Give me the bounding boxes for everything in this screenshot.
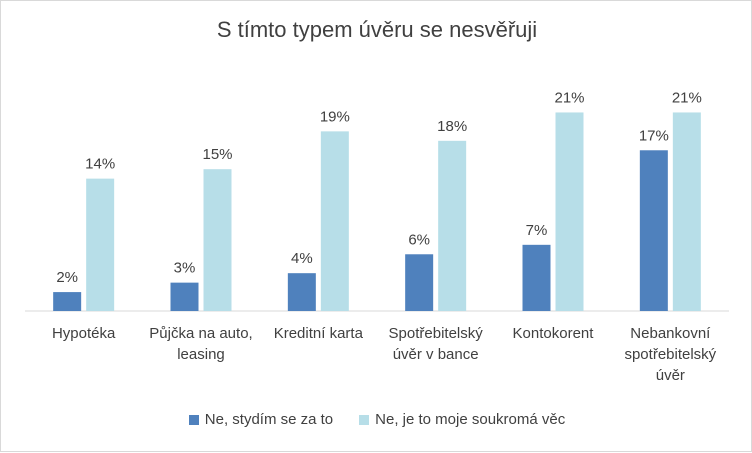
legend: Ne, stydím se za to Ne, je to moje soukr… <box>1 411 752 428</box>
data-label-series-1-cat-6: 17% <box>639 127 669 144</box>
bar-series-1-cat-6 <box>639 150 668 311</box>
bar-series-1-cat-2 <box>170 282 199 311</box>
data-label-series-1-cat-3: 4% <box>291 250 313 267</box>
legend-item-series-2: Ne, je to moje soukromá věc <box>359 411 565 428</box>
data-label-series-2-cat-3: 19% <box>320 108 350 125</box>
legend-label-series-2: Ne, je to moje soukromá věc <box>375 411 566 428</box>
chart-title: S tímto typem úvěru se nesvěřuji <box>216 17 538 42</box>
bar-series-2-cat-4 <box>438 140 467 311</box>
bar-series-2-cat-2 <box>203 169 232 311</box>
bar-series-1-cat-4 <box>405 254 434 311</box>
data-label-series-2-cat-5: 21% <box>554 89 584 106</box>
category-label-4: Spotřebitelský úvěr v bance <box>388 325 483 363</box>
category-label-5: Kontokorent <box>512 325 594 342</box>
bar-series-1-cat-3 <box>287 273 316 311</box>
bar-series-2-cat-6 <box>672 112 701 311</box>
category-label-3: Kreditní karta <box>273 325 363 342</box>
category-label-2: Půjčka na auto, leasing <box>149 325 253 363</box>
legend-item-series-1: Ne, stydím se za to <box>188 411 334 428</box>
category-label-1: Hypotéka <box>51 325 116 342</box>
bar-series-2-cat-3 <box>320 131 349 311</box>
data-label-series-2-cat-1: 14% <box>85 156 115 173</box>
data-label-series-1-cat-4: 6% <box>408 231 430 248</box>
bar-series-1-cat-1 <box>53 292 82 311</box>
legend-label-series-1: Ne, stydím se za to <box>204 411 334 428</box>
bar-series-2-cat-1 <box>86 178 115 311</box>
data-label-series-1-cat-2: 3% <box>174 260 196 277</box>
data-label-series-2-cat-6: 21% <box>672 89 702 106</box>
data-label-series-1-cat-5: 7% <box>526 222 548 239</box>
data-label-series-2-cat-4: 18% <box>437 118 467 135</box>
bar-series-2-cat-5 <box>555 112 584 311</box>
category-label-6: Nebankovní spotřebitelský úvěr <box>624 325 717 384</box>
legend-swatch-series-2 <box>359 414 370 425</box>
data-label-series-1-cat-1: 2% <box>56 269 78 286</box>
legend-swatch-series-1 <box>188 414 199 425</box>
data-label-series-2-cat-2: 15% <box>202 146 232 163</box>
bar-series-1-cat-5 <box>522 244 551 311</box>
